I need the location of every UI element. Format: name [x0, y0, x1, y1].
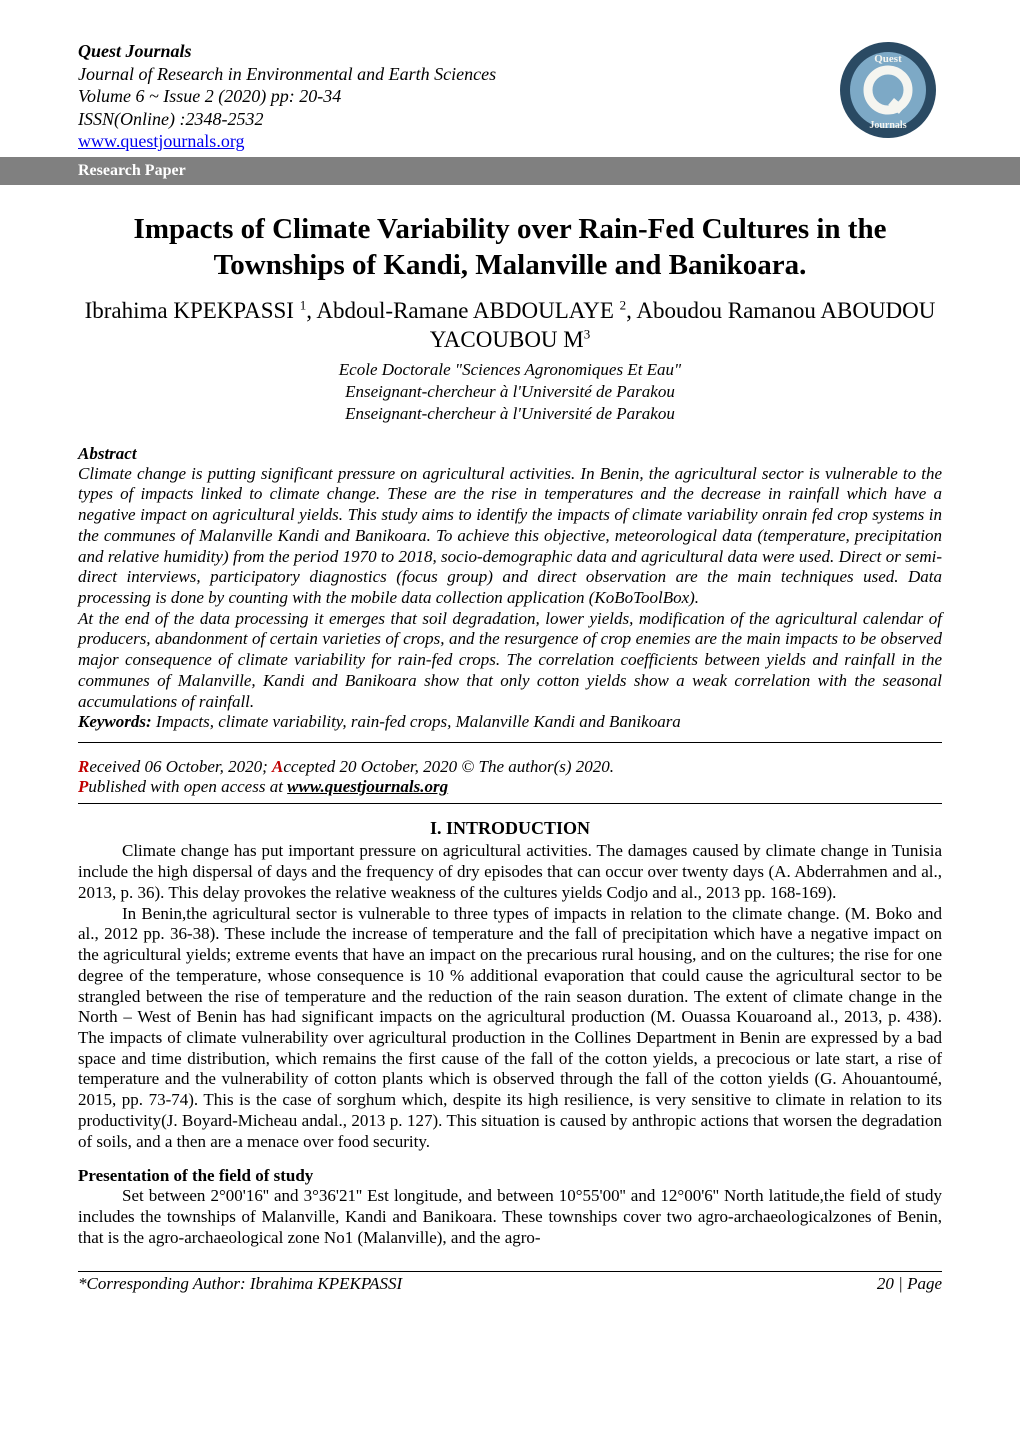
keywords-label: Keywords: — [78, 712, 152, 731]
research-paper-band: Research Paper — [0, 157, 1020, 185]
journal-issn-line: ISSN(Online) :2348-2532 — [78, 108, 942, 131]
footer-page-number: 20 | Page — [877, 1274, 942, 1294]
received-mid2: ccepted 20 October, 2020 © The author(s)… — [283, 757, 614, 776]
accepted-a: A — [272, 757, 283, 776]
journal-volume-line: Volume 6 ~ Issue 2 (2020) pp: 20-34 — [78, 85, 942, 108]
published-p: P — [78, 777, 88, 796]
footer-rule — [78, 1271, 942, 1272]
article-title: Impacts of Climate Variability over Rain… — [78, 211, 942, 284]
author-2: , Abdoul-Ramane ABDOULAYE — [306, 298, 619, 323]
journal-url-link[interactable]: www.questjournals.org — [78, 131, 244, 151]
received-r: R — [78, 757, 89, 776]
keywords-line: Keywords: Impacts, climate variability, … — [78, 712, 942, 732]
page-footer: *Corresponding Author: Ibrahima KPEKPASS… — [78, 1274, 942, 1294]
authors-line: Ibrahima KPEKPASSI 1, Abdoul-Ramane ABDO… — [78, 296, 942, 356]
abstract-paragraph-1: Climate change is putting significant pr… — [78, 464, 942, 609]
affiliation-1: Ecole Doctorale "Sciences Agronomiques E… — [78, 359, 942, 381]
page: Quest Journals Journal of Research in En… — [0, 0, 1020, 1324]
affiliation-2: Enseignant-chercheur à l'Université de P… — [78, 381, 942, 403]
published-line: Published with open access at www.questj… — [78, 777, 942, 797]
divider-top — [78, 742, 942, 743]
quest-journals-logo: Quest Journals — [838, 40, 938, 140]
intro-paragraph-2: In Benin,the agricultural sector is vuln… — [78, 904, 942, 1153]
presentation-paragraph-1: Set between 2°00'16'' and 3°36'21'' Est … — [78, 1186, 942, 1248]
author-3-sup: 3 — [584, 327, 591, 342]
intro-paragraph-1: Climate change has put important pressur… — [78, 841, 942, 903]
footer-corresponding-author: *Corresponding Author: Ibrahima KPEKPASS… — [78, 1274, 402, 1294]
keywords-text: Impacts, climate variability, rain-fed c… — [152, 712, 681, 731]
affiliation-3: Enseignant-chercheur à l'Université de P… — [78, 403, 942, 425]
journal-name: Quest Journals — [78, 40, 942, 63]
section-introduction-heading: I. INTRODUCTION — [78, 818, 942, 839]
journal-url-line: www.questjournals.org — [78, 130, 942, 153]
received-mid1: eceived 06 October, 2020; — [89, 757, 272, 776]
presentation-heading: Presentation of the field of study — [78, 1166, 942, 1186]
logo-text-bottom: Journals — [869, 120, 906, 131]
published-link[interactable]: www.questjournals.org — [287, 777, 448, 796]
author-1: Ibrahima KPEKPASSI — [85, 298, 300, 323]
abstract-label: Abstract — [78, 444, 942, 464]
journal-subtitle: Journal of Research in Environmental and… — [78, 63, 942, 86]
divider-bottom — [78, 803, 942, 804]
logo-text-top: Quest — [874, 53, 902, 65]
research-paper-label: Research Paper — [78, 162, 186, 180]
received-line: Received 06 October, 2020; Accepted 20 O… — [78, 757, 942, 777]
published-mid: ublished with open access at — [88, 777, 287, 796]
journal-header-block: Quest Journals Journal of Research in En… — [78, 40, 942, 153]
abstract-paragraph-2: At the end of the data processing it eme… — [78, 609, 942, 713]
